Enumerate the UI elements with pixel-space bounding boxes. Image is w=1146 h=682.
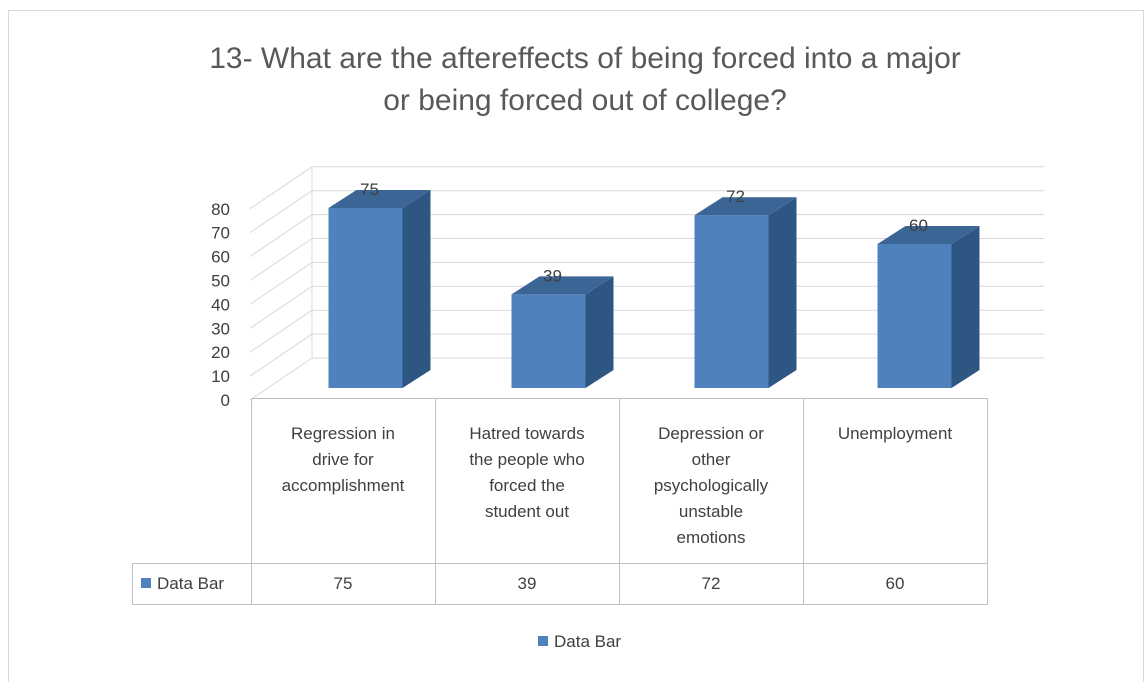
y-tick-label: 70 <box>211 224 230 243</box>
bar-side <box>768 197 797 388</box>
bar-data-label: 60 <box>909 216 928 235</box>
category-label-line: Depression or <box>658 424 764 443</box>
bar-data-label: 39 <box>543 266 562 285</box>
y-tick-label: 60 <box>211 248 230 267</box>
category-cell: Regression in drive for accomplishment <box>250 398 436 564</box>
value-cell: 72 <box>618 563 804 605</box>
series-name-cell: Data Bar <box>132 563 252 605</box>
bar-data-label: 75 <box>360 180 379 199</box>
bar-side <box>951 226 980 388</box>
category-cell: Depression or other psychologically unstabl… <box>618 398 804 564</box>
category-label-line: drive for <box>312 450 374 469</box>
gridline-diagonal <box>249 333 313 377</box>
bar-side <box>585 276 614 388</box>
category-label-line: Regression in <box>291 424 395 443</box>
gridline-diagonal <box>249 166 313 210</box>
bar-top <box>694 197 797 216</box>
chart-title-line-1: 13- What are the aftereffects of being f… <box>209 42 961 75</box>
value-row: Data Bar 75 39 72 60 <box>132 563 988 605</box>
y-tick-label: 80 <box>211 200 230 219</box>
category-label-line: other <box>691 450 731 469</box>
category-row: Regression in drive for accomplishment Hat… <box>132 398 988 564</box>
category-label-line: Unemployment <box>837 424 953 443</box>
value-cell: 39 <box>434 563 620 605</box>
series-name: Data Bar <box>157 574 225 593</box>
category-cell: Unemployment <box>802 398 988 564</box>
bar-front <box>694 215 769 388</box>
data-table: Regression in drive for accomplishment Hat… <box>132 398 988 605</box>
category-label-line: Hatred towards <box>469 424 585 443</box>
gridline-diagonal <box>249 309 313 353</box>
chart-title: 13- What are the aftereffects of being f… <box>0 38 1146 122</box>
y-tick-label: 10 <box>211 367 230 386</box>
value-cell: 60 <box>802 563 988 605</box>
bar-front <box>328 208 403 388</box>
y-tick-label: 40 <box>211 295 230 314</box>
gridline-diagonal <box>249 190 313 234</box>
category-label-line: emotions <box>676 528 746 547</box>
bar-top <box>328 190 431 208</box>
gridline-diagonal <box>249 285 313 329</box>
table-corner-cell <box>132 398 252 564</box>
bar-top <box>511 276 614 295</box>
category-label-line: forced the <box>489 476 565 495</box>
category-label-line: unstable <box>678 502 744 521</box>
gridline-diagonal <box>249 238 313 281</box>
category-cell: Hatred towards the people who forced the st… <box>434 398 620 564</box>
category-label-line: accomplishment <box>281 476 405 495</box>
gridline-diagonal <box>249 357 313 401</box>
bar-side <box>402 190 431 388</box>
y-tick-label: 20 <box>211 343 230 362</box>
value-cell: 75 <box>250 563 436 605</box>
gridline-diagonal <box>249 261 313 305</box>
category-label-line: student out <box>484 502 570 521</box>
category-label-line: psychologically <box>653 476 769 495</box>
legend-label: Data Bar <box>554 632 622 651</box>
bar-front <box>877 244 952 388</box>
category-label-line: the people who <box>469 450 585 469</box>
legend: Data Bar <box>538 632 621 652</box>
y-tick-label: 50 <box>211 272 230 291</box>
legend-key-icon <box>141 577 151 588</box>
chart-frame <box>8 10 1144 682</box>
gridline-diagonal <box>249 214 313 258</box>
bar-top <box>877 226 980 244</box>
y-tick-label: 30 <box>211 319 230 338</box>
bar-front <box>511 294 586 388</box>
bar-data-label: 72 <box>726 187 745 206</box>
chart-title-line-2: or being forced out of college? <box>383 84 787 117</box>
legend-key-icon <box>538 635 548 646</box>
